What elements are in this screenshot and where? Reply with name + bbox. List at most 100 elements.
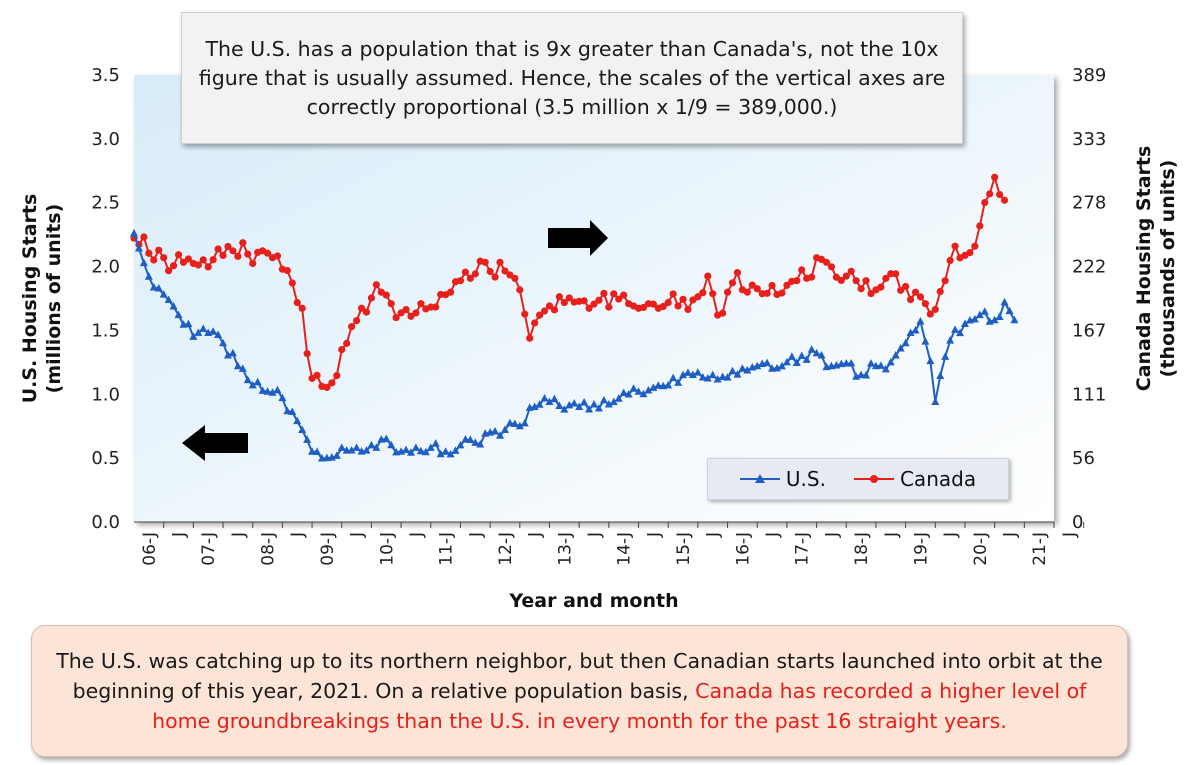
canada-point xyxy=(560,298,568,307)
us-point xyxy=(802,355,811,363)
canada-point xyxy=(432,303,440,311)
us-point xyxy=(382,434,391,442)
us-point xyxy=(619,388,628,397)
legend-label-canada: Canada xyxy=(899,467,977,491)
us-point xyxy=(921,337,930,345)
canada-point xyxy=(313,371,321,379)
us-point xyxy=(698,373,707,381)
canada-point xyxy=(481,258,489,266)
us-point xyxy=(461,435,470,443)
us-point xyxy=(535,400,544,408)
us-point xyxy=(649,383,658,391)
us-point xyxy=(441,447,450,455)
us-point xyxy=(575,402,584,411)
canada-point xyxy=(931,305,939,314)
summary-text: The U.S. was catching up to its northern… xyxy=(52,646,1107,736)
us-point xyxy=(387,440,396,449)
canada-point xyxy=(867,289,875,298)
canada-point xyxy=(590,300,598,308)
x-tick-label: 18-J xyxy=(852,532,872,566)
us-point xyxy=(916,316,925,325)
canada-point xyxy=(293,298,301,307)
us-point xyxy=(634,387,643,395)
us-point xyxy=(214,330,223,338)
canada-point xyxy=(169,262,178,270)
us-point xyxy=(431,439,440,447)
canada-point xyxy=(531,319,539,327)
canada-point xyxy=(535,311,544,319)
us-point xyxy=(891,351,900,359)
canada-point xyxy=(298,304,306,312)
y-right-tick-label: 333 xyxy=(1072,129,1106,150)
us-point xyxy=(308,447,317,455)
canada-point xyxy=(184,255,193,263)
us-point xyxy=(505,418,514,427)
canada-point xyxy=(684,305,692,314)
canada-point xyxy=(229,247,237,255)
canada-point xyxy=(936,287,944,296)
x-tick-label: J xyxy=(170,532,190,538)
us-point xyxy=(313,447,322,456)
x-tick-label: 17-J xyxy=(793,532,813,566)
x-tick-label: J xyxy=(882,532,902,538)
canada-point xyxy=(827,263,836,271)
us-point xyxy=(248,380,257,389)
canada-point xyxy=(995,190,1004,199)
canada-point xyxy=(140,233,148,241)
us-point xyxy=(164,295,173,304)
us-point xyxy=(733,370,742,378)
canada-point xyxy=(283,266,291,275)
canada-point xyxy=(234,252,242,260)
us-point xyxy=(580,398,589,406)
canada-point xyxy=(981,198,989,207)
us-point xyxy=(555,401,564,409)
us-point xyxy=(139,258,148,267)
us-point xyxy=(857,370,866,379)
y-right-tick-label: 222 xyxy=(1072,257,1106,278)
us-point xyxy=(520,418,529,427)
canada-point xyxy=(328,379,336,387)
us-point xyxy=(624,390,633,398)
us-point xyxy=(708,370,717,379)
x-tick-label: J xyxy=(407,532,427,538)
us-point xyxy=(941,352,950,360)
canada-point xyxy=(743,288,751,296)
us-point xyxy=(372,443,381,451)
canada-point xyxy=(778,289,786,297)
us-point xyxy=(931,397,940,405)
x-tick-label: 14-J xyxy=(615,532,635,566)
y-right-axis-title: Canada Housing Starts (thousands of units… xyxy=(1133,146,1179,392)
us-point xyxy=(812,348,821,357)
us-point xyxy=(713,375,722,383)
us-point xyxy=(807,345,816,353)
us-point xyxy=(298,425,307,433)
canada-point xyxy=(446,288,455,296)
canada-point xyxy=(412,309,420,317)
canada-point xyxy=(679,295,687,303)
legend: U.S. Canada xyxy=(707,458,1009,500)
canada-point xyxy=(204,263,212,271)
us-point xyxy=(199,324,208,332)
us-point xyxy=(273,385,282,394)
x-tick-label: J xyxy=(763,532,783,538)
us-point xyxy=(144,272,153,280)
canada-point xyxy=(545,302,554,310)
us-point xyxy=(723,373,732,381)
x-tick-label: 15-J xyxy=(674,532,694,566)
canada-point xyxy=(798,266,806,274)
canada-point xyxy=(728,279,737,287)
x-tick-label: 07-J xyxy=(199,532,219,566)
y-right-tick-label: 111 xyxy=(1072,384,1106,405)
us-point xyxy=(654,381,663,389)
us-point xyxy=(946,336,955,344)
canada-point xyxy=(783,281,791,289)
canada-point xyxy=(501,267,509,275)
canada-point xyxy=(382,291,390,299)
canada-point xyxy=(946,256,954,265)
us-point xyxy=(753,361,762,370)
legend-label-us: U.S. xyxy=(785,467,826,491)
us-point xyxy=(456,440,465,449)
canada-point xyxy=(540,307,549,315)
us-point xyxy=(406,448,415,456)
